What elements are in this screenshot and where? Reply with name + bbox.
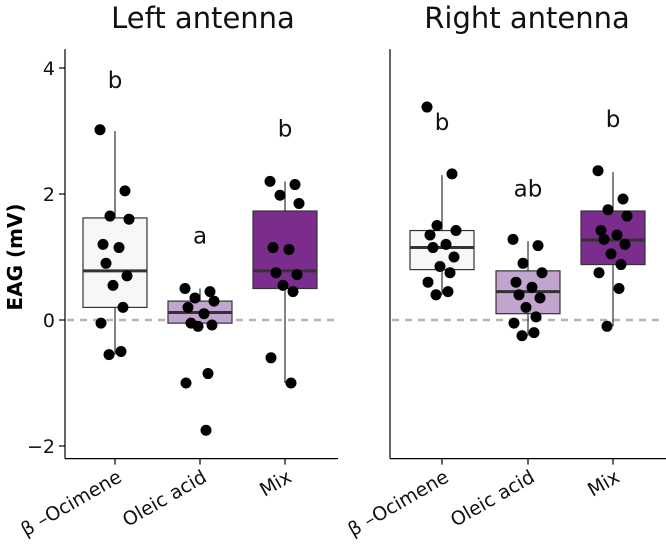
- data-point: [182, 301, 194, 313]
- data-point: [264, 175, 276, 187]
- data-point: [422, 276, 434, 288]
- data-point: [113, 242, 125, 254]
- data-point: [119, 185, 131, 197]
- data-point: [526, 281, 538, 293]
- data-point: [442, 286, 454, 298]
- data-point: [440, 238, 452, 250]
- y-axis-label: EAG (mV): [3, 203, 27, 310]
- data-point: [598, 233, 610, 245]
- data-point: [285, 377, 297, 389]
- data-point: [95, 317, 107, 329]
- y-tick-label: 0: [43, 310, 55, 332]
- significance-letter: b: [278, 116, 293, 142]
- data-point: [430, 289, 442, 301]
- data-point: [513, 289, 525, 301]
- data-point: [507, 233, 519, 245]
- data-point: [528, 327, 540, 339]
- data-point: [601, 320, 613, 332]
- significance-letter: b: [108, 68, 123, 94]
- data-point: [291, 269, 303, 281]
- data-point: [265, 352, 277, 364]
- data-point: [421, 101, 433, 113]
- data-point: [104, 210, 116, 222]
- data-point: [613, 283, 625, 294]
- data-point: [427, 242, 439, 254]
- data-point: [115, 346, 127, 357]
- data-point: [204, 286, 216, 298]
- data-point: [208, 295, 220, 307]
- y-tick-label: 4: [43, 58, 55, 80]
- data-point: [283, 243, 295, 255]
- data-point: [593, 267, 605, 279]
- data-point: [617, 193, 629, 205]
- data-point: [621, 210, 633, 222]
- data-point: [450, 225, 462, 237]
- data-point: [602, 204, 614, 216]
- data-point: [267, 242, 279, 254]
- data-point: [611, 229, 623, 241]
- data-point: [446, 168, 458, 180]
- data-point: [274, 189, 286, 201]
- data-point: [180, 377, 192, 389]
- y-tick-label: −2: [27, 436, 55, 458]
- data-point: [520, 301, 532, 313]
- data-point: [530, 311, 542, 323]
- data-point: [100, 257, 112, 269]
- data-point: [605, 248, 617, 260]
- data-point: [448, 251, 460, 263]
- data-point: [270, 267, 282, 279]
- data-point: [107, 279, 119, 291]
- significance-letter: b: [606, 107, 621, 133]
- data-point: [431, 220, 443, 231]
- data-point: [289, 179, 301, 191]
- data-point: [277, 279, 289, 291]
- data-point: [94, 124, 106, 136]
- data-point: [619, 238, 631, 250]
- x-tick-label: Mix: [584, 466, 624, 502]
- x-tick-label: Oleic acid: [447, 466, 539, 532]
- x-tick-label: β –Ocimene: [344, 466, 452, 541]
- data-point: [123, 213, 135, 225]
- data-point: [293, 197, 305, 209]
- data-point: [202, 368, 214, 380]
- data-point: [508, 317, 520, 329]
- significance-letter: b: [435, 110, 450, 136]
- data-point: [516, 330, 528, 342]
- panel-title: Left antenna: [111, 1, 295, 35]
- data-point: [192, 320, 204, 332]
- data-point: [117, 301, 129, 313]
- data-point: [179, 283, 191, 294]
- x-tick-label: β –Ocimene: [17, 466, 125, 541]
- significance-letter: a: [193, 224, 207, 250]
- x-tick-label: Mix: [256, 466, 296, 502]
- box: [82, 217, 148, 309]
- data-point: [510, 276, 522, 288]
- data-point: [121, 270, 133, 282]
- data-point: [536, 267, 548, 279]
- significance-letter: ab: [514, 176, 543, 202]
- x-tick-label: Oleic acid: [119, 466, 211, 532]
- data-point: [592, 165, 604, 177]
- data-point: [198, 308, 210, 320]
- data-point: [287, 286, 299, 298]
- data-point: [444, 267, 456, 279]
- data-point: [595, 225, 607, 237]
- data-point: [434, 260, 446, 272]
- data-point: [97, 238, 109, 250]
- data-point: [534, 292, 546, 304]
- data-point: [532, 240, 544, 252]
- panel-title: Right antenna: [424, 1, 629, 35]
- data-point: [615, 259, 627, 271]
- data-point: [424, 229, 436, 241]
- data-point: [206, 319, 218, 331]
- y-tick-label: 2: [43, 184, 55, 206]
- data-point: [189, 292, 201, 304]
- data-point: [200, 424, 212, 436]
- data-point: [517, 257, 529, 269]
- data-point: [103, 349, 115, 361]
